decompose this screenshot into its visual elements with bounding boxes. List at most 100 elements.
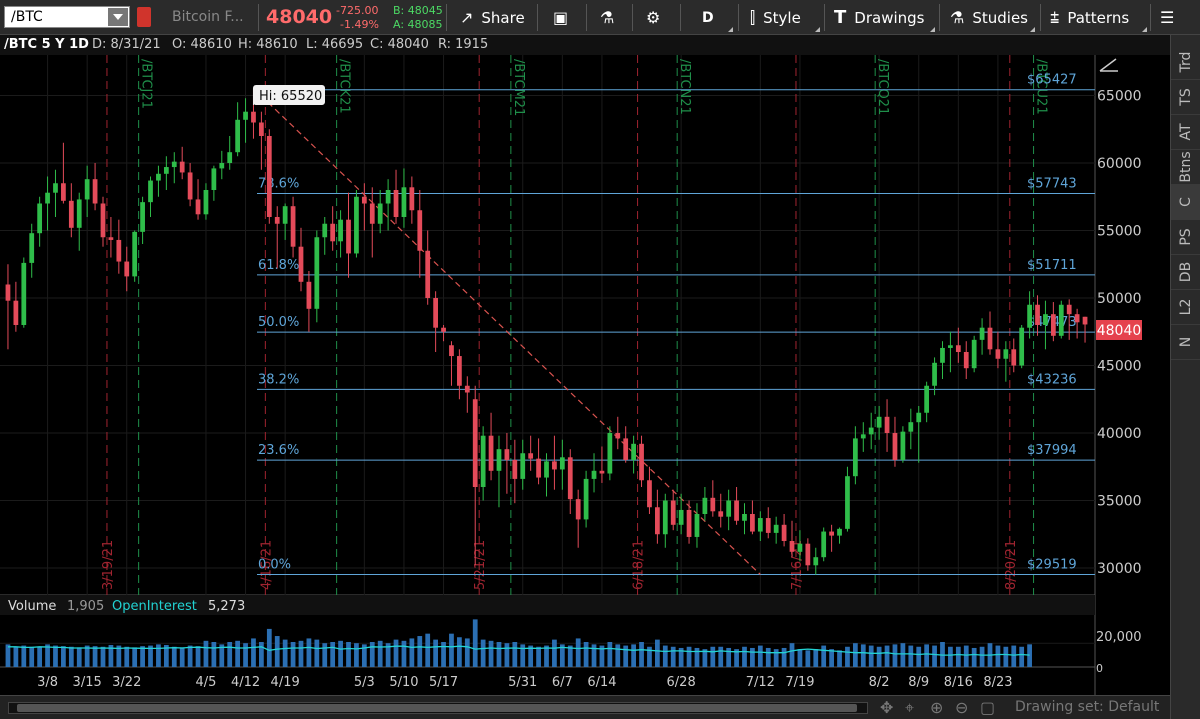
bid-price: B: 48045 — [393, 4, 443, 17]
symbol-dropdown-icon[interactable] — [108, 8, 128, 26]
candle-body — [235, 119, 241, 153]
fibonacci-retracement[interactable]: 0.0%$2951923.6%$3799438.2%$4323650.0%$47… — [257, 73, 1095, 575]
volume-bar — [148, 645, 153, 667]
bar-high: H: 48610 — [238, 37, 298, 52]
volume-bar — [702, 649, 708, 667]
aggregation-button[interactable]: D — [702, 0, 714, 35]
candle-body — [686, 509, 692, 537]
candle-body — [148, 180, 153, 203]
event-label: 7/16/21 — [790, 540, 805, 590]
side-tab-btns[interactable]: Btns — [1171, 150, 1200, 185]
expiration-label: /BTCJ21 — [139, 59, 154, 109]
candle-body — [781, 524, 787, 541]
crosshair-icon[interactable]: ⌖ — [905, 698, 915, 717]
pan-icon[interactable]: ✥ — [880, 698, 894, 717]
candle-body — [361, 196, 367, 204]
candle-body — [449, 345, 454, 357]
candle-body — [567, 457, 573, 500]
snapshot-button[interactable]: ▣ — [553, 0, 576, 35]
symbol-input[interactable]: /BTC — [4, 6, 130, 28]
zoom-in-icon[interactable]: ⊕ — [930, 698, 944, 717]
event-label: 4/16/21 — [259, 540, 274, 590]
candle-body — [354, 196, 359, 254]
candle-body — [45, 192, 50, 204]
candle-body — [631, 443, 636, 460]
volume-bar — [488, 640, 494, 667]
volume-bar — [203, 640, 209, 667]
drawing-set-label[interactable]: Drawing set: Default — [1015, 699, 1160, 715]
expiration-label: /BTCQ21 — [875, 59, 890, 115]
side-tab-c[interactable]: C — [1171, 185, 1200, 220]
candle-body — [132, 231, 138, 277]
volume-bar — [211, 642, 217, 667]
dropdown-corner-icon — [1142, 27, 1147, 32]
time-axis-tick: 5/17 — [429, 675, 458, 690]
side-tab-at[interactable]: AT — [1171, 115, 1200, 150]
studies-button[interactable]: ⚗ Studies — [950, 0, 1028, 35]
fit-icon[interactable]: ▢ — [980, 698, 996, 717]
side-tab-ts[interactable]: TS — [1171, 80, 1200, 115]
volume-bar — [686, 646, 692, 667]
price-chart[interactable]: /BTCJ21/BTCK21/BTCM21/BTCN21/BTCQ21/BTCU… — [0, 55, 1170, 695]
patterns-label: Patterns — [1067, 8, 1130, 27]
side-tab-ps[interactable]: PS — [1171, 220, 1200, 255]
volume-bar — [433, 639, 438, 667]
candle-body — [100, 203, 106, 238]
candle-body — [322, 223, 328, 238]
volume-bar — [108, 644, 114, 667]
volume-bar — [623, 645, 629, 667]
volume-bar — [694, 647, 700, 667]
candle-body — [892, 433, 898, 460]
link-lock-icon[interactable] — [137, 7, 151, 27]
time-axis-tick: 4/5 — [195, 675, 216, 690]
volume-bar — [187, 645, 193, 667]
candle-body — [171, 161, 177, 168]
patterns-button[interactable]: ⩲ Patterns — [1050, 0, 1129, 35]
share-button[interactable]: ↗ Share — [460, 0, 525, 35]
settings-button[interactable]: ⚙ — [646, 0, 668, 35]
studies-lab-button[interactable]: ⚗ — [600, 0, 622, 35]
candle-body — [726, 500, 732, 517]
volume-bar — [900, 643, 906, 667]
drawings-button[interactable]: T Drawings — [834, 0, 924, 35]
volume-bars — [0, 619, 1095, 667]
ruler-icon[interactable] — [1099, 58, 1118, 72]
time-axis[interactable]: 3/8 3/15 3/22 4/5 4/12 4/19 5/3 5/10 5/17 5/31 6/7… — [37, 675, 1012, 690]
price-axis-tick: 30000 — [1097, 561, 1142, 577]
dropdown-corner-icon — [930, 27, 935, 32]
candle-body — [995, 349, 1001, 359]
price-axis[interactable]: 30000 35000 40000 45000 50000 55000 60000 65000 — [1097, 89, 1142, 578]
candle-body — [393, 190, 399, 217]
side-tab-db[interactable]: DB — [1171, 255, 1200, 290]
volume-bar — [409, 638, 415, 667]
candle-body — [1011, 349, 1017, 366]
time-axis-tick: 5/31 — [508, 675, 537, 690]
side-tab-l2[interactable]: L2 — [1171, 290, 1200, 325]
trendline-path — [253, 88, 761, 575]
trendline[interactable] — [253, 88, 761, 575]
candle-body — [108, 237, 114, 240]
candle-body — [655, 507, 660, 535]
candle-body — [979, 327, 985, 340]
volume-bar — [243, 643, 248, 667]
side-tab-trd[interactable]: Trd — [1171, 45, 1200, 80]
zoom-out-icon[interactable]: ⊖ — [955, 698, 969, 717]
volume-bar — [631, 644, 636, 667]
side-tab-n[interactable]: N — [1171, 325, 1200, 360]
style-button[interactable]: ⫿ Style — [750, 0, 801, 35]
volume-bar — [361, 644, 367, 667]
candle-body — [211, 168, 217, 190]
volume-bar — [718, 646, 724, 667]
volume-bar — [781, 647, 787, 667]
volume-bar — [765, 647, 771, 667]
more-menu-button[interactable]: ☰ — [1160, 0, 1182, 35]
candle-body — [1043, 314, 1048, 325]
fib-price-label: $65427 — [1027, 73, 1077, 88]
candle-body — [274, 217, 280, 224]
scrollbar-thumb[interactable] — [17, 704, 857, 712]
side-tab-label: AT — [1178, 123, 1194, 141]
candle-body — [76, 199, 82, 228]
candle-body — [219, 163, 225, 169]
horizontal-scrollbar[interactable] — [8, 702, 868, 714]
fib-price-label: $57743 — [1027, 176, 1077, 191]
